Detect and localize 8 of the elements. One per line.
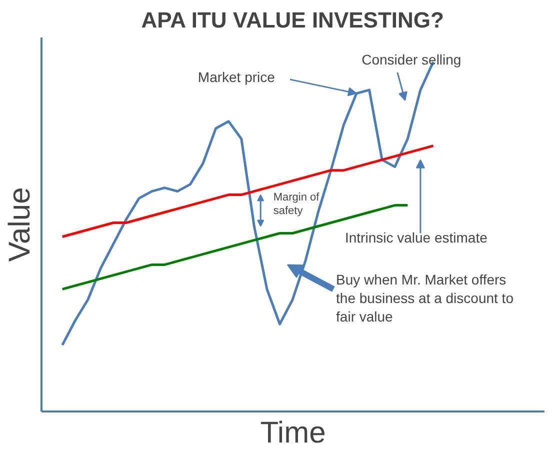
- annotation: Consider selling: [362, 51, 462, 68]
- annotation: Buy when Mr. Market offers the business at a discount to fair value: [336, 272, 514, 324]
- annotation: Margin of safety: [273, 191, 320, 218]
- annotation: Market price: [198, 68, 276, 85]
- chart-title: APA ITU VALUE INVESTING?: [141, 8, 444, 32]
- annotation: Intrinsic value estimate: [344, 230, 488, 246]
- y-axis-title: Value: [4, 187, 36, 262]
- x-axis-title: Time: [260, 416, 326, 450]
